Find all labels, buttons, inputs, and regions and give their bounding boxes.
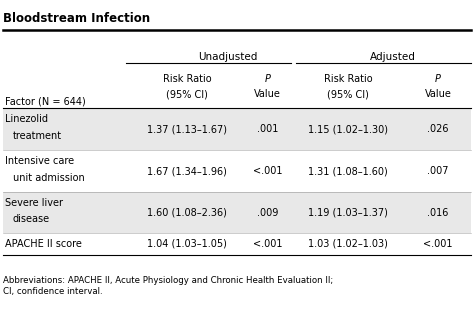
Text: .001: .001 xyxy=(257,124,278,134)
Text: .016: .016 xyxy=(427,208,448,218)
Text: Intensive care: Intensive care xyxy=(5,156,74,166)
Text: 1.03 (1.02–1.03): 1.03 (1.02–1.03) xyxy=(308,239,388,249)
Text: .009: .009 xyxy=(257,208,278,218)
Text: 1.31 (1.08–1.60): 1.31 (1.08–1.60) xyxy=(308,166,388,176)
Text: APACHE II score: APACHE II score xyxy=(5,239,82,249)
Text: disease: disease xyxy=(12,214,50,224)
Text: P: P xyxy=(435,74,441,84)
Bar xyxy=(3,192,471,233)
Text: (95% CI): (95% CI) xyxy=(166,89,208,99)
Text: 1.67 (1.34–1.96): 1.67 (1.34–1.96) xyxy=(147,166,228,176)
Text: <.001: <.001 xyxy=(423,239,453,249)
Text: .026: .026 xyxy=(427,124,448,134)
Text: Abbreviations: APACHE II, Acute Physiology and Chronic Health Evaluation II;
CI,: Abbreviations: APACHE II, Acute Physiolo… xyxy=(3,276,333,296)
Text: Severe liver: Severe liver xyxy=(5,198,64,208)
Text: Bloodstream Infection: Bloodstream Infection xyxy=(3,12,150,25)
Text: 1.19 (1.03–1.37): 1.19 (1.03–1.37) xyxy=(308,208,388,218)
Text: Adjusted: Adjusted xyxy=(370,52,416,62)
Text: Risk Ratio: Risk Ratio xyxy=(324,74,373,84)
Text: 1.15 (1.02–1.30): 1.15 (1.02–1.30) xyxy=(308,124,388,134)
Text: Linezolid: Linezolid xyxy=(5,114,48,124)
Text: .007: .007 xyxy=(427,166,448,176)
Text: 1.60 (1.08–2.36): 1.60 (1.08–2.36) xyxy=(147,208,228,218)
Text: Value: Value xyxy=(424,89,451,99)
Text: 1.37 (1.13–1.67): 1.37 (1.13–1.67) xyxy=(147,124,228,134)
Text: treatment: treatment xyxy=(12,131,62,141)
Text: Unadjusted: Unadjusted xyxy=(198,52,257,62)
Text: <.001: <.001 xyxy=(253,166,283,176)
Bar xyxy=(3,108,471,150)
Text: unit admission: unit admission xyxy=(12,173,84,183)
Text: (95% CI): (95% CI) xyxy=(327,89,369,99)
Text: Risk Ratio: Risk Ratio xyxy=(163,74,212,84)
Text: Factor (N = 644): Factor (N = 644) xyxy=(5,97,86,107)
Text: P: P xyxy=(265,74,271,84)
Text: Value: Value xyxy=(254,89,281,99)
Text: 1.04 (1.03–1.05): 1.04 (1.03–1.05) xyxy=(147,239,228,249)
Text: <.001: <.001 xyxy=(253,239,283,249)
